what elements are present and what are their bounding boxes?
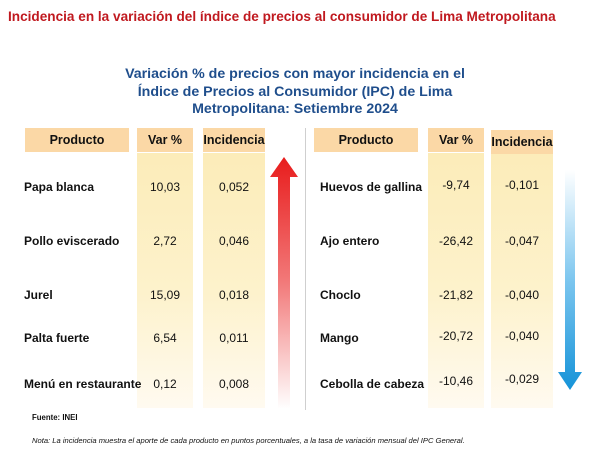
var-value: 2,72 <box>153 234 177 248</box>
var-value: 0,12 <box>153 377 177 391</box>
table-title-line-2: Índice de Precios al Consumidor (IPC) de… <box>137 83 453 100</box>
left-incidencia-column <box>203 153 265 408</box>
product-name: Jurel <box>24 288 53 302</box>
incidencia-value: 0,011 <box>219 331 249 345</box>
incidencia-value: 0,008 <box>218 377 250 391</box>
var-value: 6,54 <box>153 331 177 345</box>
right-incidencia-column <box>491 153 553 408</box>
incidencia-value: -0,040 <box>504 288 540 302</box>
var-value: 15,09 <box>149 288 181 302</box>
left-header-incidencia: Incidencia <box>203 128 265 152</box>
table-divider <box>305 128 306 410</box>
var-value: -9,74 <box>442 178 470 192</box>
product-name: Choclo <box>320 288 361 302</box>
incidencia-value: -0,047 <box>504 234 540 248</box>
footnote: Nota: La incidencia muestra el aporte de… <box>32 436 465 445</box>
source-note: Fuente: INEI <box>32 413 78 422</box>
left-header-var: Var % <box>137 128 193 152</box>
page-title: Incidencia en la variación del índice de… <box>8 9 556 24</box>
product-name: Mango <box>320 331 359 345</box>
left-header-producto: Producto <box>25 128 129 152</box>
table-title: Variación % de precios con mayor inciden… <box>70 66 520 119</box>
var-value: -20,72 <box>438 329 474 343</box>
left-var-column <box>137 153 193 408</box>
incidencia-value: -0,040 <box>504 329 540 343</box>
product-name: Menú en restaurante <box>24 377 142 391</box>
var-value: 10,03 <box>149 180 181 194</box>
arrow-up-icon <box>270 157 298 409</box>
product-name: Palta fuerte <box>24 331 90 345</box>
var-value: -21,82 <box>438 288 474 302</box>
arrow-down-icon <box>558 170 582 390</box>
incidencia-value: 0,052 <box>218 180 250 194</box>
incidencia-value: -0,029 <box>504 372 540 386</box>
right-var-column <box>428 153 484 408</box>
product-name: Papa blanca <box>24 180 95 194</box>
right-header-producto: Producto <box>314 128 418 152</box>
product-name: Pollo eviscerado <box>24 234 120 248</box>
right-header-var: Var % <box>428 128 484 152</box>
incidencia-value: -0,101 <box>504 178 540 192</box>
incidencia-value: 0,046 <box>218 234 250 248</box>
table-title-line-3: Metropolitana: Setiembre 2024 <box>192 101 398 117</box>
product-name: Ajo entero <box>320 234 380 248</box>
product-name: Cebolla de cabeza <box>320 377 425 391</box>
table-title-line-1: Variación % de precios con mayor inciden… <box>125 66 465 82</box>
var-value: -26,42 <box>438 234 474 248</box>
incidencia-value: 0,018 <box>218 288 250 302</box>
product-name: Huevos de gallina <box>320 180 423 194</box>
var-value: -10,46 <box>438 374 474 388</box>
right-header-incidencia: Incidencia <box>491 130 553 154</box>
